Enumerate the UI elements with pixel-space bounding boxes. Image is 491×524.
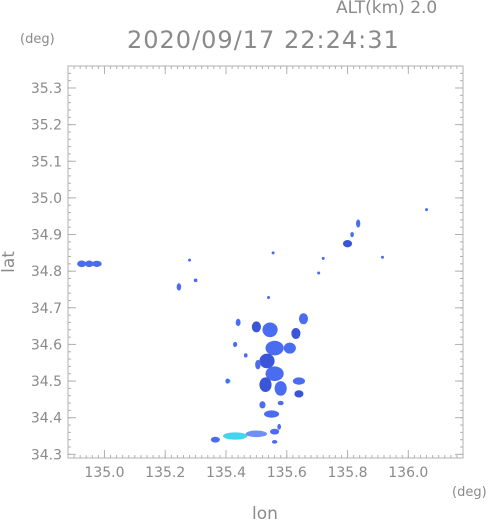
radar-echo-35: [277, 400, 284, 406]
y-tick-label-10: 35.3: [31, 81, 62, 97]
radar-echo-17: [235, 318, 241, 327]
radar-echo-3: [188, 258, 192, 262]
altitude-label: ALT(km) 2.0: [336, 0, 438, 18]
radar-echo-16: [251, 321, 261, 333]
radar-echo-8: [317, 271, 321, 275]
radar-echo-10: [356, 219, 361, 228]
radar-echo-9: [342, 240, 353, 248]
echo-layer: [77, 208, 429, 444]
timestamp: 2020/09/17 22:24:31: [127, 26, 400, 54]
radar-echo-7: [321, 256, 325, 260]
radar-echo-27: [292, 377, 305, 385]
radar-echo-41: [271, 440, 278, 444]
y-axis-title: lat: [0, 251, 19, 273]
radar-echo-21: [283, 342, 296, 354]
y-tick-label-1: 34.4: [31, 411, 62, 427]
x-tick-label-0: 135.0: [84, 465, 124, 481]
radar-echo-30: [243, 353, 248, 358]
x-tick-label-1: 135.2: [145, 465, 185, 481]
y-tick-label-8: 35.1: [31, 154, 62, 170]
lon-unit-label: (deg): [452, 485, 487, 500]
radar-echo-24: [265, 366, 284, 382]
y-tick-label-7: 35.0: [31, 191, 62, 207]
y-tick-label-4: 34.7: [31, 301, 62, 317]
y-tick-label-0: 34.3: [31, 447, 62, 463]
x-axis-title: lon: [252, 504, 278, 524]
lat-unit-label: (deg): [20, 32, 55, 47]
radar-echo-12: [380, 255, 384, 259]
y-tick-label-3: 34.6: [31, 337, 62, 353]
x-tick-label-2: 135.4: [206, 465, 246, 481]
x-tick-label-4: 135.8: [327, 465, 367, 481]
x-tick-label-3: 135.6: [267, 465, 307, 481]
radar-echo-6: [271, 251, 275, 255]
radar-echo-11: [350, 231, 354, 238]
radar-echo-26: [274, 381, 287, 396]
radar-echo-15: [262, 322, 278, 338]
y-tick-label-9: 35.2: [31, 118, 62, 134]
y-tick-label-6: 34.9: [31, 228, 62, 244]
radar-echo-34: [263, 410, 280, 418]
tick-label-layer: 135.0 135.2 135.4 135.6 135.8 136.0 34.3 34.4 34…: [31, 81, 429, 481]
y-tick-label-5: 34.8: [31, 264, 62, 280]
x-tick-label-5: 136.0: [388, 465, 428, 481]
radar-echo-20: [291, 327, 301, 339]
radar-echo-4: [193, 278, 198, 283]
radar-echo-28: [294, 390, 304, 398]
radar-echo-25: [259, 377, 272, 393]
radar-echo-33: [259, 401, 266, 409]
tick-layer: [67, 66, 463, 458]
radar-echo-23: [259, 353, 275, 369]
radar-echo-18: [232, 341, 238, 347]
radar-echo-39: [245, 430, 268, 438]
radar-echo-36: [277, 423, 281, 430]
radar-echo-38: [222, 432, 248, 440]
radar-echo-22: [265, 340, 284, 356]
radar-echo-2: [92, 260, 102, 267]
radar-echo-1: [85, 260, 94, 268]
radar-echo-0: [77, 260, 87, 268]
radar-echo-37: [210, 436, 220, 443]
radar-echo-40: [270, 428, 280, 435]
y-tick-label-2: 34.5: [31, 374, 62, 390]
radar-echo-14: [267, 296, 271, 300]
radar-echo-13: [425, 208, 429, 212]
plot-frame: [67, 65, 464, 459]
radar-echo-19: [298, 313, 309, 325]
radar-echo-29: [255, 359, 261, 370]
radar-echo-32: [225, 378, 230, 384]
radar-echo-5: [176, 283, 182, 291]
